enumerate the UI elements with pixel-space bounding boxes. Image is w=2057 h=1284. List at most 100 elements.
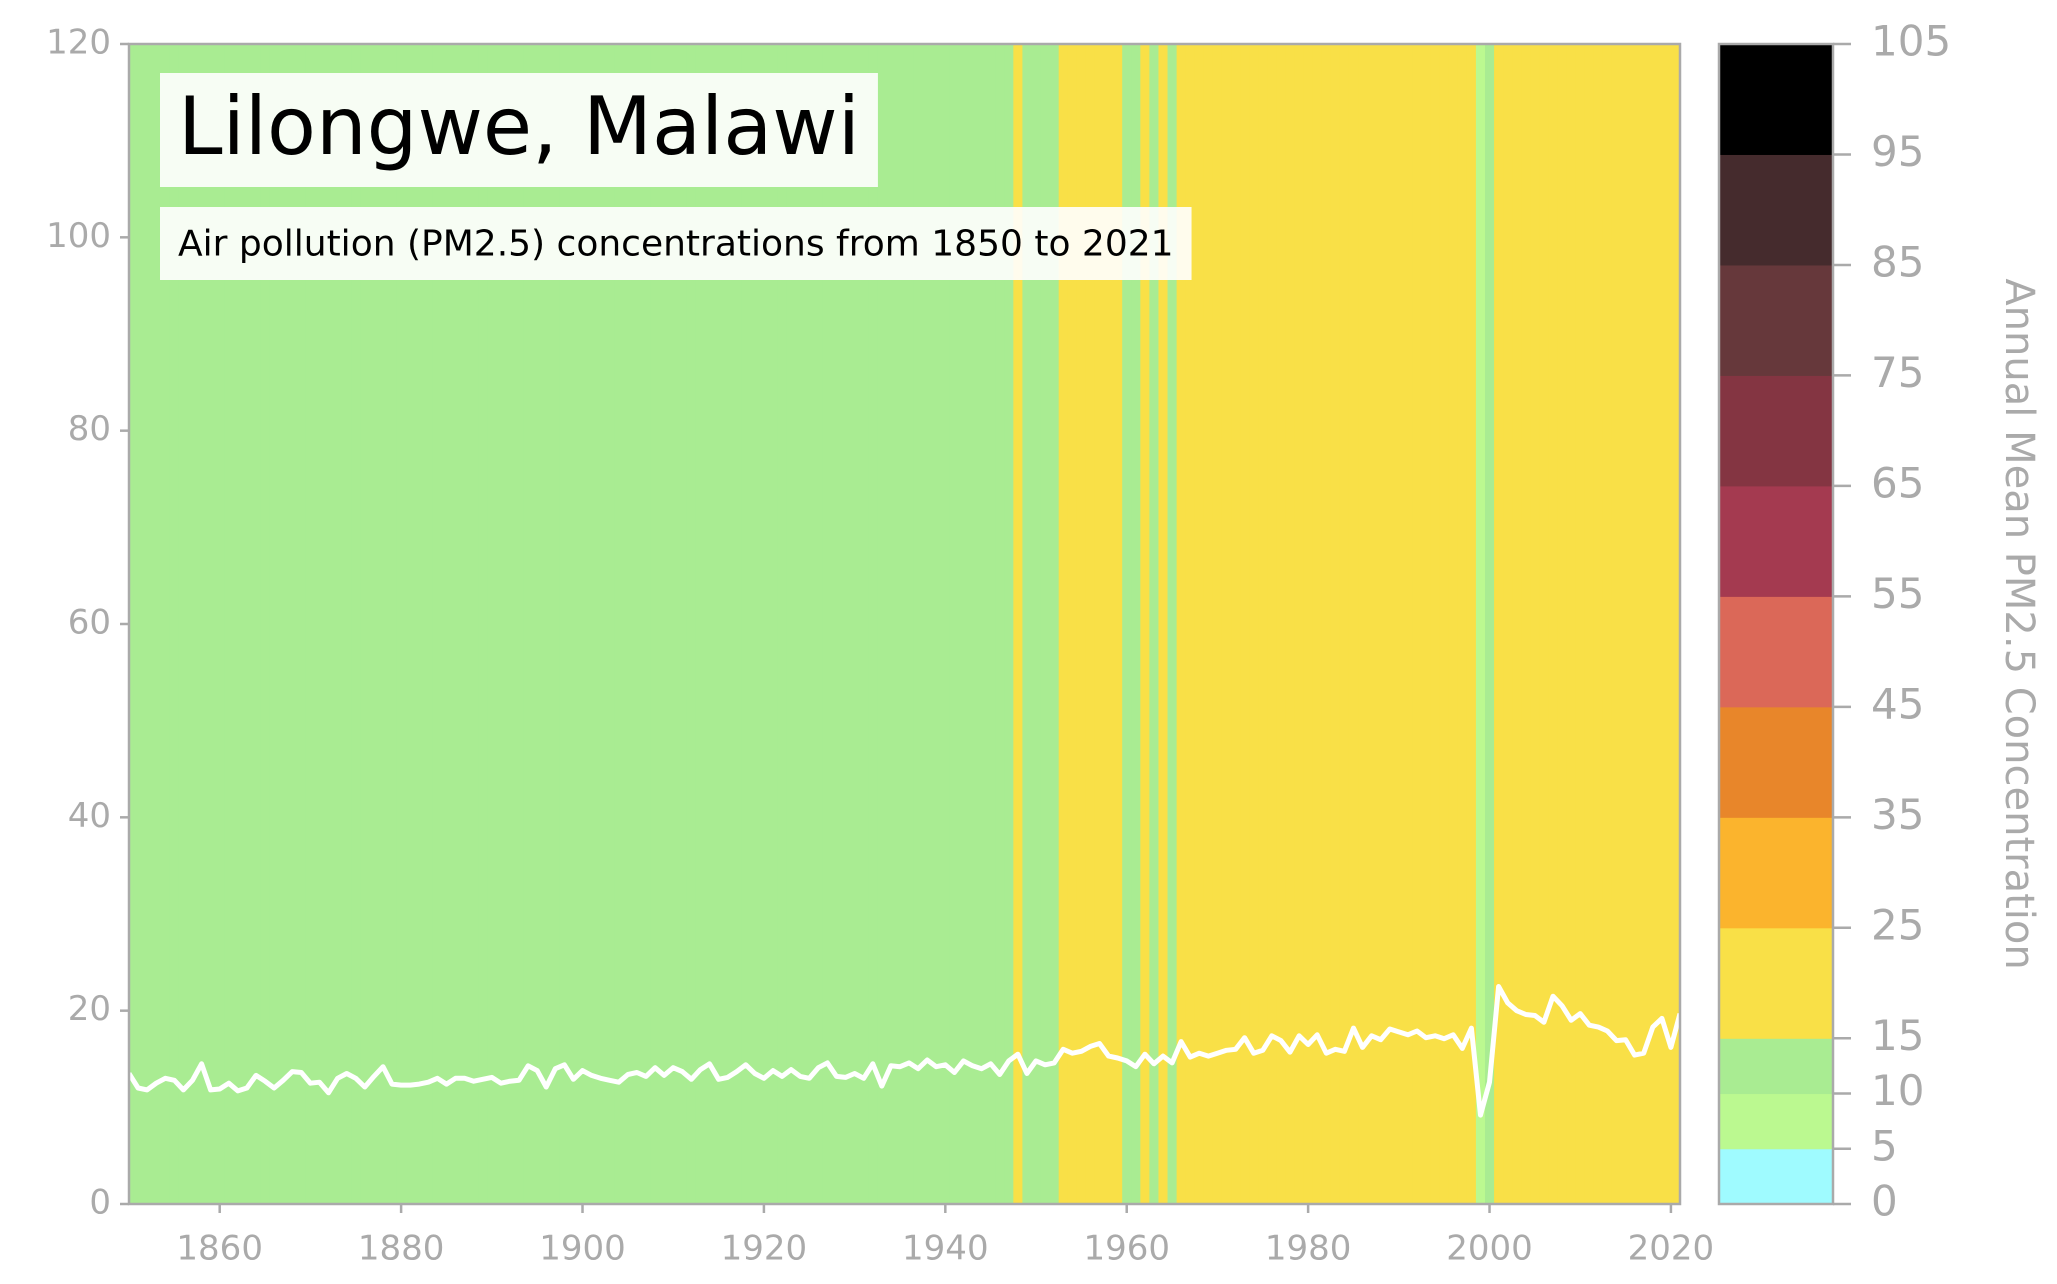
stripe (868, 44, 878, 1204)
stripe (169, 44, 180, 1204)
colorbar-tick-label: 25 (1871, 900, 1924, 949)
stripe (1385, 44, 1395, 1204)
x-tick-label: 1880 (358, 1229, 445, 1269)
y-tick-label: 0 (89, 1183, 111, 1223)
stripe (1403, 44, 1414, 1204)
stripe (387, 44, 398, 1204)
stripe (986, 44, 996, 1204)
stripe (1058, 44, 1069, 1204)
x-tick-label: 1960 (1083, 1229, 1170, 1269)
stripe (795, 44, 806, 1204)
stripe (1049, 44, 1060, 1204)
stripe (1176, 44, 1187, 1204)
pm25-line (126, 984, 1683, 1118)
stripe (650, 44, 661, 1204)
stripe (206, 44, 216, 1204)
stripe (841, 44, 851, 1204)
stripe (1593, 44, 1604, 1204)
stripe (1557, 44, 1568, 1204)
colorbar-segment (1719, 485, 1833, 597)
stripe (1421, 44, 1432, 1204)
stripe (1294, 44, 1305, 1204)
stripe (550, 44, 561, 1204)
stripe (1203, 44, 1214, 1204)
stripe (995, 44, 1005, 1204)
stripe (1348, 44, 1359, 1204)
stripe (1539, 44, 1550, 1204)
y-tick-label: 100 (46, 216, 111, 256)
stripe (1258, 44, 1268, 1204)
stripe (659, 44, 670, 1204)
stripe (1358, 44, 1368, 1204)
stripe (278, 44, 289, 1204)
stripe (850, 44, 860, 1204)
stripe (831, 44, 842, 1204)
stripe (1321, 44, 1332, 1204)
stripe (414, 44, 425, 1204)
stripe (333, 44, 343, 1204)
stripe (1475, 44, 1486, 1204)
stripe (931, 44, 942, 1204)
chart-title: Lilongwe, Malawi (178, 80, 860, 173)
stripe (1194, 44, 1205, 1204)
stripe (704, 44, 715, 1204)
stripe (1185, 44, 1196, 1204)
stripe (886, 44, 897, 1204)
stripe (1430, 44, 1441, 1204)
stripe (1158, 44, 1169, 1204)
stripe (587, 44, 597, 1204)
colorbar-tick-label: 0 (1871, 1177, 1898, 1226)
stripe (432, 44, 443, 1204)
stripe (1466, 44, 1477, 1204)
stripe (1503, 44, 1513, 1204)
chart-title-box (160, 73, 878, 187)
stripe (423, 44, 434, 1204)
stripe (1512, 44, 1522, 1204)
stripe (922, 44, 933, 1204)
colorbar-label: Annual Mean PM2.5 Concentration (1996, 278, 2042, 969)
stripe (1412, 44, 1423, 1204)
colorbar-tick-label: 85 (1871, 237, 1924, 286)
colorbar-tick-label: 15 (1871, 1011, 1924, 1060)
colorbar-tick-label: 75 (1871, 348, 1924, 397)
stripe (686, 44, 697, 1204)
stripe (478, 44, 488, 1204)
stripe (224, 44, 234, 1204)
colorbar-segment (1719, 927, 1833, 1039)
stripe (369, 44, 380, 1204)
stripe (632, 44, 643, 1204)
stripe (1621, 44, 1631, 1204)
colorbar-tick-label: 35 (1871, 790, 1924, 839)
stripe (895, 44, 906, 1204)
stripe (360, 44, 370, 1204)
stripe (1113, 44, 1123, 1204)
y-tick-label: 120 (46, 23, 111, 63)
stripe (197, 44, 207, 1204)
stripe (142, 44, 153, 1204)
stripe (822, 44, 833, 1204)
colorbar-segment (1719, 1093, 1833, 1150)
stripe (1303, 44, 1314, 1204)
stripe (786, 44, 797, 1204)
stripe (913, 44, 924, 1204)
stripe (1013, 44, 1024, 1204)
stripe (1657, 44, 1667, 1204)
stripe (1548, 44, 1559, 1204)
stripe (324, 44, 334, 1204)
y-tick-label: 60 (68, 603, 111, 643)
stripe (405, 44, 416, 1204)
stripe (487, 44, 497, 1204)
stripe (1131, 44, 1141, 1204)
stripe (723, 44, 733, 1204)
stripe (750, 44, 760, 1204)
stripe (1630, 44, 1640, 1204)
colorbar-segment (1719, 706, 1833, 818)
x-tick-label: 1940 (902, 1229, 989, 1269)
stripe (1212, 44, 1223, 1204)
stripe (568, 44, 579, 1204)
colorbar-tick-label: 5 (1871, 1121, 1898, 1170)
x-tick-label: 2000 (1446, 1229, 1533, 1269)
stripe (1575, 44, 1586, 1204)
stripe (1312, 44, 1323, 1204)
